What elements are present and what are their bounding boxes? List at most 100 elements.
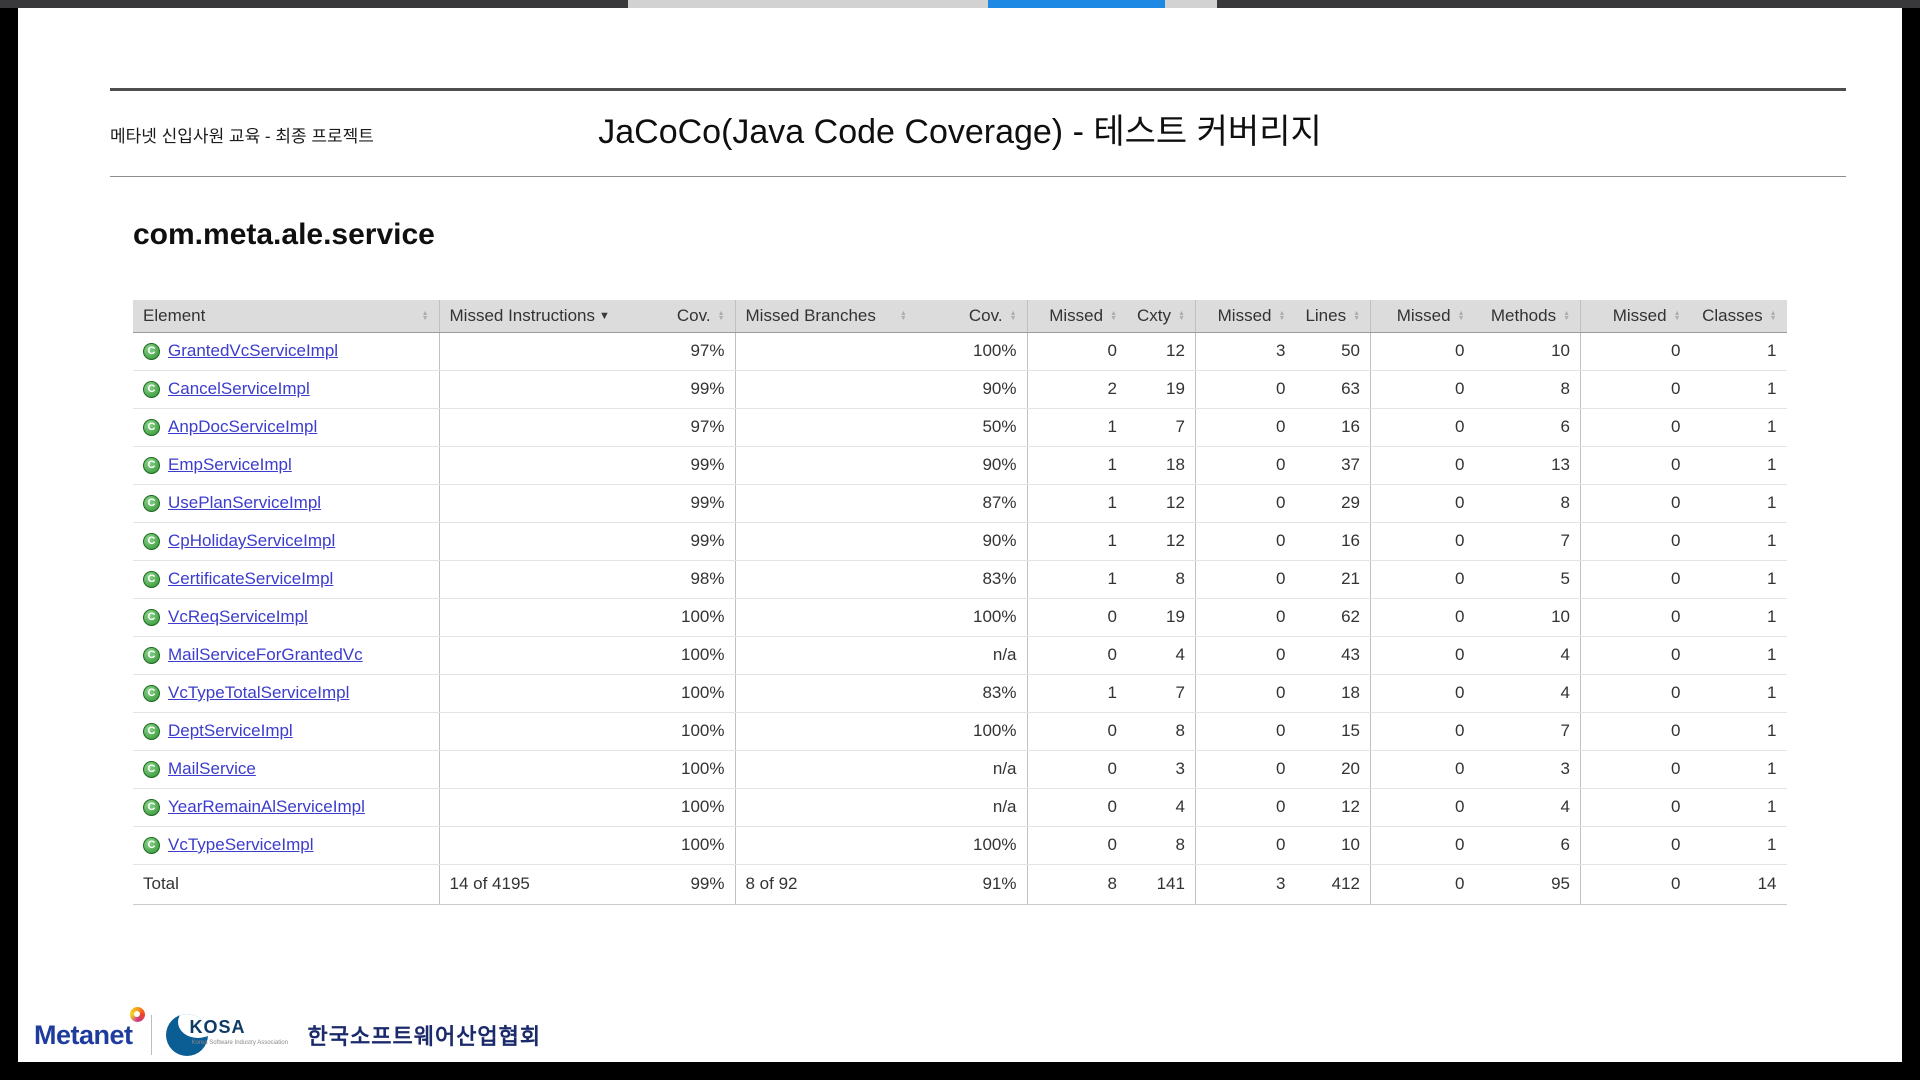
branch-coverage-bar-cell — [734, 598, 955, 637]
branch-coverage-pct: 90% — [955, 522, 1027, 561]
total-instruction-cov-cell: 99% — [659, 863, 735, 905]
element-cell: C CpHolidayServiceImpl — [133, 522, 439, 561]
cxty-cell: 8 — [1127, 712, 1196, 751]
methods-cell: 6 — [1474, 826, 1581, 865]
element-link[interactable]: VcTypeServiceImpl — [168, 835, 314, 854]
element-link[interactable]: UsePlanServiceImpl — [168, 493, 322, 512]
branch-coverage-bar-cell — [734, 788, 955, 827]
element-link[interactable]: CpHolidayServiceImpl — [168, 531, 336, 550]
element-link[interactable]: YearRemainAlServiceImpl — [168, 797, 365, 816]
class-icon: C — [143, 760, 160, 778]
missed-cxty-cell: 1 — [1026, 674, 1127, 713]
col-header-lines[interactable]: Lines ▲ ▼ — [1295, 300, 1371, 333]
class-icon: C — [143, 836, 160, 854]
methods-cell: 5 — [1474, 560, 1581, 599]
col-header-label: Missed Instructions — [449, 305, 596, 325]
instruction-coverage-bar-cell — [438, 484, 659, 523]
col-header-missed-instructions[interactable]: Missed Instructions ▼ — [438, 300, 659, 333]
missed-lines-cell: 0 — [1194, 370, 1296, 409]
instruction-coverage-pct: 100% — [659, 826, 735, 865]
element-link[interactable]: CertificateServiceImpl — [168, 569, 334, 588]
missed-methods-cell: 0 — [1370, 560, 1475, 599]
missed-cxty-cell: 0 — [1026, 788, 1127, 827]
top-bar-active-segment — [988, 0, 1165, 8]
element-link[interactable]: CancelServiceImpl — [168, 379, 310, 398]
element-link[interactable]: AnpDocServiceImpl — [168, 417, 318, 436]
col-header-label: Cxty — [1137, 305, 1171, 325]
methods-cell: 10 — [1474, 332, 1581, 371]
col-header-missed-cxty[interactable]: Missed ▲ ▼ — [1026, 300, 1127, 333]
kosa-caption: Korea Software Industry Association — [191, 1040, 288, 1046]
missed-classes-cell: 0 — [1580, 332, 1691, 371]
class-icon: C — [143, 494, 160, 512]
lines-cell: 20 — [1295, 750, 1371, 789]
cxty-cell: 4 — [1127, 636, 1196, 675]
branch-coverage-pct: 87% — [955, 484, 1027, 523]
instruction-coverage-bar-cell — [438, 712, 659, 751]
lines-cell: 62 — [1295, 598, 1371, 637]
element-cell: C GrantedVcServiceImpl — [133, 332, 439, 371]
element-cell: C MailService — [133, 750, 439, 789]
col-header-classes[interactable]: Classes ▲ ▼ — [1690, 300, 1787, 333]
footer-logos: Metanet KOSA Korea Software Industry Ass… — [34, 1006, 542, 1060]
methods-cell: 4 — [1474, 636, 1581, 675]
col-header-cxty[interactable]: Cxty ▲ ▼ — [1127, 300, 1196, 333]
instruction-coverage-bar-cell — [438, 598, 659, 637]
branch-coverage-bar-cell — [734, 712, 955, 751]
class-icon: C — [143, 608, 160, 626]
missed-methods-cell: 0 — [1370, 788, 1475, 827]
element-link[interactable]: VcTypeTotalServiceImpl — [168, 683, 350, 702]
col-header-methods[interactable]: Methods ▲ ▼ — [1474, 300, 1581, 333]
col-header-element[interactable]: Element ▲ ▼ — [133, 300, 439, 333]
col-header-instruction-cov[interactable]: Cov. ▲ ▼ — [659, 300, 735, 333]
missed-classes-cell: 0 — [1580, 484, 1691, 523]
total-instructions-cell: 14 of 4195 — [438, 863, 659, 905]
col-header-missed-branches[interactable]: Missed Branches ▲ ▼ — [734, 300, 955, 333]
element-link[interactable]: DeptServiceImpl — [168, 721, 293, 740]
branch-coverage-pct: 50% — [955, 408, 1027, 447]
missed-classes-cell: 0 — [1580, 408, 1691, 447]
metanet-logo: Metanet — [34, 1006, 147, 1051]
instruction-coverage-bar-cell — [438, 370, 659, 409]
element-link[interactable]: MailService — [168, 759, 256, 778]
missed-cxty-cell: 1 — [1026, 446, 1127, 485]
cxty-cell: 7 — [1127, 674, 1196, 713]
instruction-coverage-pct: 98% — [659, 560, 735, 599]
sort-icon: ▲ ▼ — [1673, 309, 1681, 322]
col-header-missed-lines[interactable]: Missed ▲ ▼ — [1194, 300, 1296, 333]
missed-lines-cell: 0 — [1194, 788, 1296, 827]
table-row: C CancelServiceImpl 99% 90% 2 19 0 63 0 8 0 1 — [133, 370, 1787, 409]
col-header-label: Classes — [1702, 305, 1763, 325]
branch-coverage-pct: 90% — [955, 370, 1027, 409]
top-bar-segment — [628, 0, 988, 8]
missed-lines-cell: 0 — [1194, 674, 1296, 713]
classes-cell: 1 — [1690, 522, 1787, 561]
col-header-label: Missed — [1049, 305, 1104, 325]
table-row: C MailServiceForGrantedVc 100% n/a 0 4 0 43 0 4 0 1 — [133, 636, 1787, 675]
class-icon: C — [143, 418, 160, 436]
col-header-missed-methods[interactable]: Missed ▲ ▼ — [1370, 300, 1475, 333]
col-header-missed-classes[interactable]: Missed ▲ ▼ — [1580, 300, 1691, 333]
element-link[interactable]: VcReqServiceImpl — [168, 607, 308, 626]
cxty-cell: 19 — [1127, 370, 1196, 409]
instruction-coverage-bar-cell — [438, 674, 659, 713]
cxty-cell: 4 — [1127, 788, 1196, 827]
col-header-branch-cov[interactable]: Cov. ▲ ▼ — [955, 300, 1027, 333]
methods-cell: 13 — [1474, 446, 1581, 485]
class-icon: C — [143, 342, 160, 360]
lines-cell: 12 — [1295, 788, 1371, 827]
element-cell: C MailServiceForGrantedVc — [133, 636, 439, 675]
element-link[interactable]: MailServiceForGrantedVc — [168, 645, 363, 664]
classes-cell: 1 — [1690, 560, 1787, 599]
table-row: C GrantedVcServiceImpl 97% 100% 0 12 3 50 0 10 0 1 — [133, 332, 1787, 371]
missed-cxty-cell: 0 — [1026, 826, 1127, 865]
instruction-coverage-bar-cell — [438, 408, 659, 447]
element-link[interactable]: EmpServiceImpl — [168, 455, 292, 474]
cxty-cell: 3 — [1127, 750, 1196, 789]
missed-methods-cell: 0 — [1370, 750, 1475, 789]
missed-cxty-cell: 0 — [1026, 332, 1127, 371]
element-link[interactable]: GrantedVcServiceImpl — [168, 341, 339, 360]
sort-icon: ▲ ▼ — [1009, 309, 1017, 322]
association-name: 한국소프트웨어산업협회 — [307, 1024, 542, 1049]
package-title: com.meta.ale.service — [133, 218, 435, 251]
